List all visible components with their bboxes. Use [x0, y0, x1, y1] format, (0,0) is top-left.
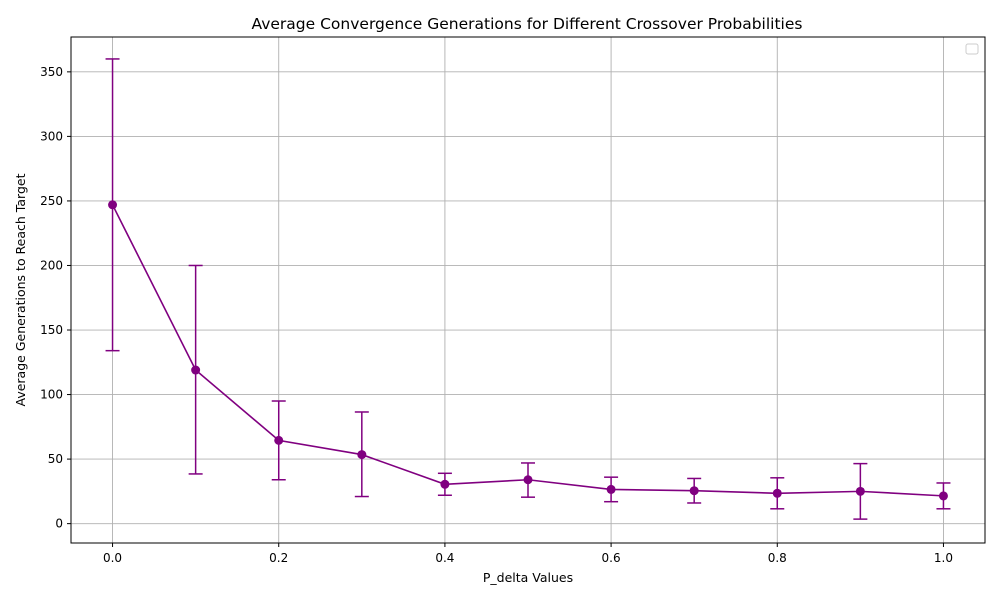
y-tick-label: 200 — [40, 258, 63, 272]
series-layer — [105, 58, 951, 520]
data-point — [274, 435, 284, 445]
grid-lines — [71, 37, 985, 543]
y-tick-label: 0 — [55, 517, 63, 531]
plot-frame — [70, 36, 986, 544]
data-point — [938, 491, 948, 501]
x-tick-label: 0.6 — [602, 551, 621, 565]
y-tick-label: 100 — [40, 388, 63, 402]
y-tick-label: 350 — [40, 65, 63, 79]
data-point — [606, 484, 616, 494]
x-tick-label: 0.8 — [768, 551, 787, 565]
data-point — [772, 488, 782, 498]
data-point — [440, 479, 450, 489]
y-axis-ticks: 0 50 100 150 200 250 300 350 — [40, 65, 71, 531]
data-point — [855, 486, 865, 496]
data-point — [357, 450, 367, 460]
y-axis-label: Average Generations to Reach Target — [13, 173, 28, 406]
y-tick-label: 50 — [48, 452, 63, 466]
data-point — [689, 486, 699, 496]
data-point — [108, 200, 118, 210]
x-tick-label: 0.0 — [103, 551, 122, 565]
series-line — [111, 204, 944, 497]
y-tick-label: 150 — [40, 323, 63, 337]
y-tick-label: 300 — [40, 129, 63, 143]
y-tick-label: 250 — [40, 194, 63, 208]
legend-box — [965, 43, 979, 55]
x-axis-ticks: 0.0 0.2 0.4 0.6 0.8 1.0 — [103, 543, 953, 565]
x-tick-label: 1.0 — [934, 551, 953, 565]
data-point — [523, 475, 533, 485]
data-point — [191, 365, 201, 375]
x-axis-label: P_delta Values — [483, 570, 573, 585]
x-tick-label: 0.2 — [269, 551, 288, 565]
x-tick-label: 0.4 — [435, 551, 454, 565]
chart-title: Average Convergence Generations for Diff… — [252, 15, 803, 33]
